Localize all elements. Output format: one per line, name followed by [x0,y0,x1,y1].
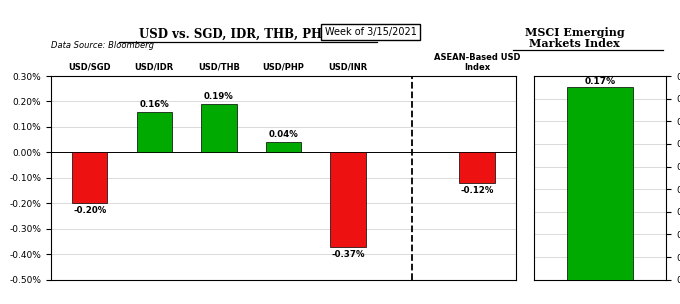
Text: USD/THB: USD/THB [198,63,240,72]
Text: -0.37%: -0.37% [331,250,364,259]
Text: Data Source: Bloomberg: Data Source: Bloomberg [51,41,154,50]
Text: -0.20%: -0.20% [73,206,106,215]
Text: 0.19%: 0.19% [204,92,234,101]
Text: MSCI Emerging: MSCI Emerging [525,27,624,38]
Bar [330,152,366,247]
Bar [72,152,107,203]
Text: USD/IDR: USD/IDR [135,63,174,72]
Text: Week of 3/15/2021: Week of 3/15/2021 [324,27,417,37]
Text: USD vs. SGD, IDR, THB, PHP, INR: USD vs. SGD, IDR, THB, PHP, INR [139,28,364,41]
Bar [459,152,495,183]
Bar [266,142,301,152]
Bar [201,104,237,152]
Text: ASEAN-Based USD
Index: ASEAN-Based USD Index [434,53,520,72]
Text: 0.16%: 0.16% [139,100,169,109]
Text: USD/INR: USD/INR [328,63,367,72]
Text: -0.12%: -0.12% [460,186,494,195]
Text: USD/PHP: USD/PHP [262,63,304,72]
Text: 0.04%: 0.04% [269,130,299,139]
Bar [567,87,633,280]
Text: Markets Index: Markets Index [529,38,620,49]
Text: 0.17%: 0.17% [584,77,615,86]
Text: USD/SGD: USD/SGD [69,63,111,72]
Bar [137,112,172,152]
